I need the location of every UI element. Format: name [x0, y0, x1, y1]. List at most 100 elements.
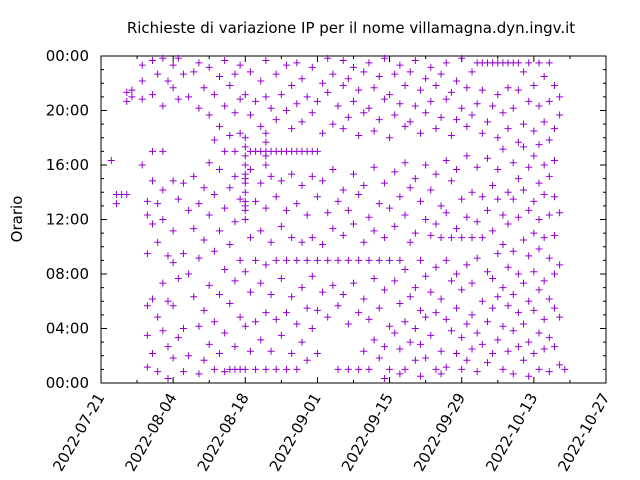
data-point — [458, 286, 466, 294]
data-point — [380, 374, 388, 382]
data-point — [174, 275, 182, 283]
data-point — [499, 109, 507, 117]
data-point — [267, 347, 275, 355]
data-point — [545, 254, 553, 262]
data-point — [411, 102, 419, 110]
data-point — [370, 227, 378, 235]
data-point — [494, 336, 502, 344]
data-point — [463, 152, 471, 160]
data-point — [401, 82, 409, 90]
data-point — [293, 100, 301, 108]
data-point — [262, 204, 270, 212]
data-point — [350, 63, 357, 71]
data-point — [411, 175, 419, 183]
data-point — [463, 84, 471, 92]
data-point — [370, 336, 378, 344]
data-point — [499, 365, 507, 373]
data-points — [107, 54, 569, 382]
y-tick-label: 12:00 — [46, 211, 89, 229]
data-point — [236, 256, 244, 264]
data-point — [514, 138, 522, 146]
data-point — [262, 57, 270, 65]
data-point — [216, 166, 224, 174]
y-tick-label: 20:00 — [46, 102, 89, 120]
data-point — [386, 91, 394, 99]
data-point — [169, 259, 177, 267]
data-point — [226, 184, 234, 192]
x-tick-label: 2022-09-15 — [338, 390, 397, 475]
data-point — [437, 295, 445, 303]
data-point — [303, 356, 311, 364]
data-point — [458, 54, 466, 62]
data-point — [360, 238, 368, 246]
data-point — [313, 97, 321, 105]
data-point — [344, 113, 352, 121]
data-point — [453, 349, 461, 357]
data-point — [195, 59, 203, 67]
data-point — [205, 159, 213, 167]
data-point — [401, 265, 409, 273]
data-point — [468, 188, 476, 196]
data-point — [447, 177, 455, 185]
data-point — [540, 161, 548, 169]
data-point — [185, 93, 193, 101]
data-point — [308, 234, 316, 242]
data-point — [246, 166, 254, 174]
data-point — [283, 365, 291, 373]
data-point — [339, 186, 347, 194]
data-point — [520, 143, 528, 151]
data-point — [545, 295, 553, 303]
data-point — [164, 77, 172, 85]
data-point — [257, 279, 265, 287]
data-point — [159, 147, 167, 155]
data-point — [272, 193, 280, 201]
x-tick-label: 2022-10-13 — [482, 390, 541, 475]
data-point — [143, 331, 151, 339]
data-point — [200, 184, 208, 192]
data-point — [463, 356, 471, 364]
data-point — [530, 82, 538, 90]
data-point — [252, 318, 260, 326]
data-point — [257, 179, 265, 187]
data-point — [483, 154, 491, 162]
data-point — [293, 59, 301, 67]
data-point — [149, 220, 157, 228]
data-point — [308, 109, 316, 117]
data-point — [550, 82, 558, 90]
data-point — [293, 200, 301, 208]
data-point — [334, 302, 342, 310]
data-point — [231, 109, 239, 117]
data-point — [221, 102, 229, 110]
data-point — [520, 356, 528, 364]
data-point — [210, 247, 218, 255]
data-point — [164, 297, 172, 305]
data-point — [416, 372, 424, 380]
data-point — [267, 104, 275, 112]
data-point — [386, 365, 394, 373]
data-point — [293, 365, 301, 373]
data-point — [210, 136, 218, 144]
data-point — [195, 254, 203, 262]
data-point — [283, 107, 291, 114]
data-point — [535, 286, 543, 294]
data-point — [432, 125, 440, 133]
data-point — [442, 156, 450, 164]
data-point — [241, 143, 249, 151]
data-point — [514, 270, 522, 278]
data-point — [241, 365, 249, 373]
data-point — [396, 61, 404, 69]
data-point — [473, 163, 481, 171]
data-point — [391, 168, 399, 176]
data-point — [386, 322, 394, 330]
data-point — [453, 77, 461, 85]
data-point — [422, 161, 430, 169]
x-tick-label: 2022-09-01 — [266, 390, 325, 475]
data-point — [427, 97, 435, 105]
data-point — [298, 118, 306, 126]
data-point — [494, 166, 502, 174]
data-point — [288, 82, 296, 90]
data-point — [272, 365, 280, 373]
data-point — [205, 281, 213, 289]
data-point — [535, 216, 543, 223]
data-point — [216, 349, 224, 357]
